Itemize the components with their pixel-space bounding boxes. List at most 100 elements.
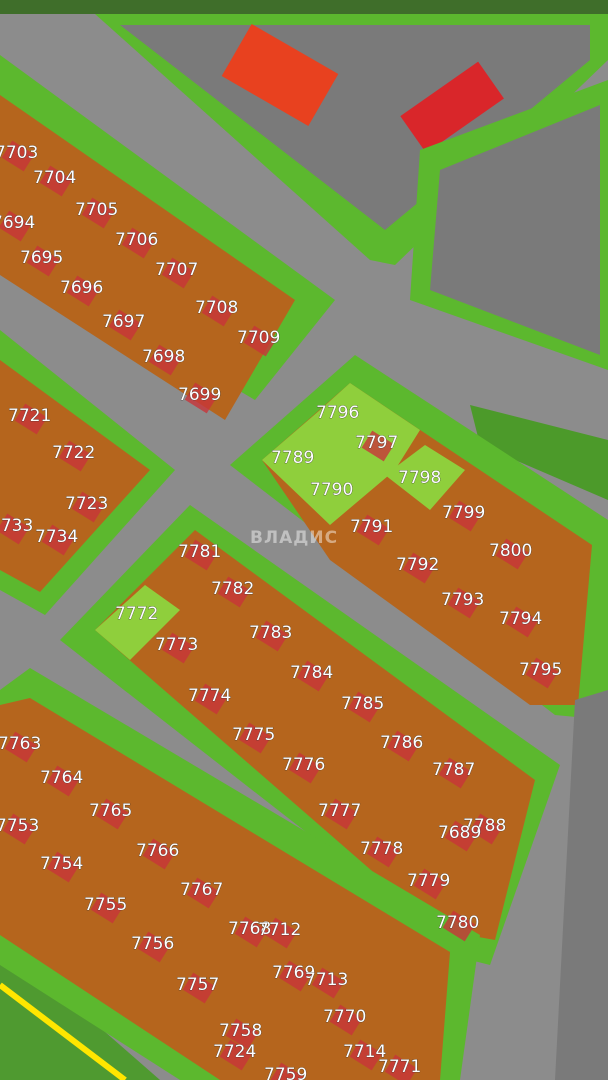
plot-label-7798[interactable]: 7798 bbox=[398, 468, 442, 489]
plot-label-7769[interactable]: 7769 bbox=[272, 963, 316, 984]
plot-label-7780[interactable]: 7780 bbox=[436, 913, 480, 934]
house-7799 bbox=[448, 500, 482, 532]
plot-label-7724[interactable]: 7724 bbox=[213, 1042, 257, 1063]
plot-label-7795[interactable]: 7795 bbox=[519, 660, 563, 681]
plot-label-7766[interactable]: 7766 bbox=[136, 841, 180, 862]
plot-label-7799[interactable]: 7799 bbox=[442, 503, 486, 524]
plot-label-7703[interactable]: 7703 bbox=[0, 143, 39, 164]
block-a bbox=[0, 95, 295, 420]
plot-label-7708[interactable]: 7708 bbox=[195, 298, 239, 319]
building-red-2 bbox=[400, 61, 504, 153]
plot-label-7775[interactable]: 7775 bbox=[232, 725, 276, 746]
plot-label-7706[interactable]: 7706 bbox=[115, 230, 159, 251]
plot-label-7722[interactable]: 7722 bbox=[52, 443, 96, 464]
plot-label-7753[interactable]: 7753 bbox=[0, 816, 40, 837]
plot-label-7790[interactable]: 7790 bbox=[310, 480, 354, 501]
plot-label-7776[interactable]: 7776 bbox=[282, 755, 326, 776]
plot-label-7723[interactable]: 7723 bbox=[65, 494, 109, 515]
house-7786 bbox=[386, 730, 420, 762]
plot-label-7709[interactable]: 7709 bbox=[237, 328, 281, 349]
plot-label-7796[interactable]: 7796 bbox=[316, 403, 360, 424]
house-7773 bbox=[161, 632, 195, 664]
plot-label-7781[interactable]: 7781 bbox=[178, 542, 222, 563]
houses-layer bbox=[0, 140, 559, 1080]
house-7768 bbox=[234, 916, 268, 948]
house-7778 bbox=[366, 836, 400, 868]
plot-label-7694[interactable]: 7694 bbox=[0, 213, 36, 234]
plot-label-7696[interactable]: 7696 bbox=[60, 278, 104, 299]
plot-label-7784[interactable]: 7784 bbox=[290, 663, 334, 684]
plot-label-7721[interactable]: 7721 bbox=[8, 406, 52, 427]
house-7756 bbox=[137, 931, 171, 963]
plot-label-7759[interactable]: 7759 bbox=[264, 1065, 308, 1080]
house-7775 bbox=[238, 722, 272, 754]
house-7754 bbox=[46, 851, 80, 883]
plot-label-7704[interactable]: 7704 bbox=[33, 168, 77, 189]
plot-label-7777[interactable]: 7777 bbox=[318, 801, 362, 822]
boundary-line bbox=[0, 982, 127, 1080]
house-7797 bbox=[361, 430, 395, 462]
plot-label-7733[interactable]: 7733 bbox=[0, 516, 34, 537]
plot-label-7787[interactable]: 7787 bbox=[432, 760, 476, 781]
plot-label-7774[interactable]: 7774 bbox=[188, 686, 232, 707]
plot-label-7697[interactable]: 7697 bbox=[102, 312, 146, 333]
plot-label-7794[interactable]: 7794 bbox=[499, 609, 543, 630]
plot-label-7778[interactable]: 7778 bbox=[360, 839, 404, 860]
plot-label-7788[interactable]: 7788 bbox=[463, 816, 507, 837]
right-strip bbox=[555, 690, 608, 1080]
plot-label-7734[interactable]: 7734 bbox=[35, 527, 79, 548]
plot-label-7791[interactable]: 7791 bbox=[350, 517, 394, 538]
plot-label-7758[interactable]: 7758 bbox=[219, 1021, 263, 1042]
plot-label-7768[interactable]: 7768 bbox=[228, 919, 272, 940]
plot-label-7786[interactable]: 7786 bbox=[380, 733, 424, 754]
plot-label-7712[interactable]: 7712 bbox=[258, 920, 302, 941]
plot-label-7800[interactable]: 7800 bbox=[489, 541, 533, 562]
plot-label-7699[interactable]: 7699 bbox=[178, 385, 222, 406]
plot-label-7793[interactable]: 7793 bbox=[441, 590, 485, 611]
house-7781 bbox=[184, 539, 218, 571]
house-7697 bbox=[108, 309, 142, 341]
plot-label-7714[interactable]: 7714 bbox=[343, 1042, 387, 1063]
plot-label-7771[interactable]: 7771 bbox=[378, 1057, 422, 1078]
plot-label-7782[interactable]: 7782 bbox=[211, 579, 255, 600]
house-7785 bbox=[347, 691, 381, 723]
plot-label-7772[interactable]: 7772 bbox=[115, 604, 159, 625]
plot-label-7763[interactable]: 7763 bbox=[0, 734, 42, 755]
house-7771 bbox=[384, 1054, 418, 1080]
house-7763 bbox=[4, 731, 38, 763]
free-plot-7798 bbox=[385, 445, 465, 510]
plot-label-7707[interactable]: 7707 bbox=[155, 260, 199, 281]
plot-label-7783[interactable]: 7783 bbox=[249, 623, 293, 644]
plot-label-7770[interactable]: 7770 bbox=[323, 1007, 367, 1028]
plot-label-7754[interactable]: 7754 bbox=[40, 854, 84, 875]
house-7780 bbox=[442, 910, 476, 942]
plot-label-7792[interactable]: 7792 bbox=[396, 555, 440, 576]
house-7766 bbox=[142, 838, 176, 870]
house-7765 bbox=[95, 798, 129, 830]
plot-label-7689[interactable]: 7689 bbox=[438, 823, 482, 844]
plot-label-7705[interactable]: 7705 bbox=[75, 200, 119, 221]
plot-label-7765[interactable]: 7765 bbox=[89, 801, 133, 822]
plot-label-7773[interactable]: 7773 bbox=[155, 635, 199, 656]
house-7759 bbox=[270, 1062, 304, 1080]
plot-label-7757[interactable]: 7757 bbox=[176, 975, 220, 996]
plot-label-7695[interactable]: 7695 bbox=[20, 248, 64, 269]
house-7770 bbox=[329, 1004, 363, 1036]
plot-label-7698[interactable]: 7698 bbox=[142, 347, 186, 368]
plot-label-7764[interactable]: 7764 bbox=[40, 768, 84, 789]
house-7795 bbox=[525, 657, 559, 689]
house-7788 bbox=[469, 813, 503, 845]
plot-label-7755[interactable]: 7755 bbox=[84, 895, 128, 916]
house-7695 bbox=[26, 245, 60, 277]
house-7722 bbox=[58, 440, 92, 472]
plot-label-7785[interactable]: 7785 bbox=[341, 694, 385, 715]
plot-label-7713[interactable]: 7713 bbox=[305, 970, 349, 991]
house-7721 bbox=[14, 403, 48, 435]
plot-label-7756[interactable]: 7756 bbox=[131, 934, 175, 955]
house-7696 bbox=[66, 275, 100, 307]
plot-label-7789[interactable]: 7789 bbox=[271, 448, 315, 469]
plot-label-7767[interactable]: 7767 bbox=[180, 880, 224, 901]
plot-label-7779[interactable]: 7779 bbox=[407, 871, 451, 892]
plot-label-7797[interactable]: 7797 bbox=[355, 433, 399, 454]
